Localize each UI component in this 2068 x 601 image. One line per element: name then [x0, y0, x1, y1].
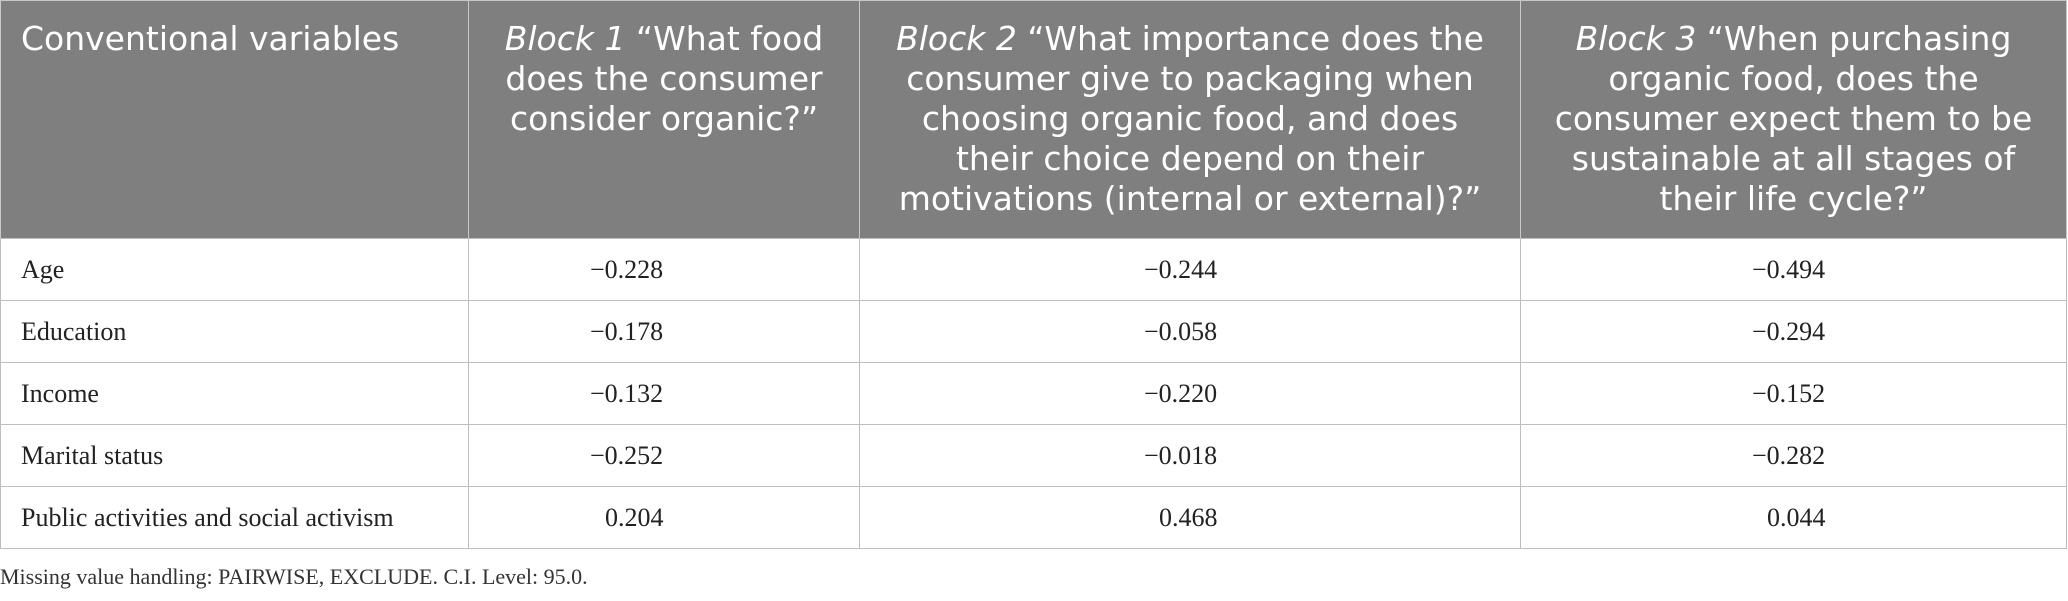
results-table-container: Conventional variables Block 1 “What foo… — [0, 0, 2067, 549]
table-row: Public activities and social activism 0.… — [0, 486, 2067, 549]
cell-education-block-3: −0.294 — [1520, 300, 2067, 363]
header-row: Conventional variables Block 1 “What foo… — [0, 0, 2067, 239]
row-label-marital-status: Marital status — [0, 424, 469, 487]
cell-income-block-1: −0.132 — [468, 362, 860, 425]
cell-income-block-2: −0.220 — [859, 362, 1521, 425]
table-row: Income −0.132 −0.220 −0.152 — [0, 362, 2067, 425]
row-label-age: Age — [0, 238, 469, 301]
table-footnote: Missing value handling: PAIRWISE, EXCLUD… — [0, 564, 588, 589]
cell-income-block-3: −0.152 — [1520, 362, 2067, 425]
block-1-label: Block 1 — [504, 19, 626, 58]
cell-age-block-3: −0.494 — [1520, 238, 2067, 301]
cell-public-activities-block-2: 0.468 — [859, 486, 1521, 549]
table-row: Marital status −0.252 −0.018 −0.282 — [0, 424, 2067, 487]
row-label-public-activities: Public activities and social activism — [0, 486, 469, 549]
header-text: Conventional variables — [21, 19, 400, 58]
table-row: Education −0.178 −0.058 −0.294 — [0, 300, 2067, 363]
results-table: Conventional variables Block 1 “What foo… — [0, 0, 2067, 549]
header-block-2: Block 2 “What importance does the consum… — [859, 0, 1521, 239]
table-body: Age −0.228 −0.244 −0.494 Education −0.17… — [0, 238, 2067, 549]
block-2-label: Block 2 — [896, 19, 1017, 58]
row-label-income: Income — [0, 362, 469, 425]
cell-education-block-1: −0.178 — [468, 300, 860, 363]
cell-public-activities-block-3: 0.044 — [1520, 486, 2067, 549]
cell-marital-status-block-2: −0.018 — [859, 424, 1521, 487]
table-header: Conventional variables Block 1 “What foo… — [0, 0, 2067, 239]
cell-public-activities-block-1: 0.204 — [468, 486, 860, 549]
block-1-question: “What food does the consumer consider or… — [505, 19, 824, 138]
cell-marital-status-block-3: −0.282 — [1520, 424, 2067, 487]
header-block-1: Block 1 “What food does the consumer con… — [468, 0, 860, 239]
table-row: Age −0.228 −0.244 −0.494 — [0, 238, 2067, 301]
cell-education-block-2: −0.058 — [859, 300, 1521, 363]
cell-marital-status-block-1: −0.252 — [468, 424, 860, 487]
block-3-question: “When purchasing organic food, does the … — [1554, 19, 2033, 218]
header-block-3: Block 3 “When purchasing organic food, d… — [1520, 0, 2067, 239]
row-label-education: Education — [0, 300, 469, 363]
cell-age-block-2: −0.244 — [859, 238, 1521, 301]
block-3-label: Block 3 — [1575, 19, 1697, 58]
cell-age-block-1: −0.228 — [468, 238, 860, 301]
header-conventional-variables: Conventional variables — [0, 0, 469, 239]
block-2-question: “What importance does the consumer give … — [898, 19, 1484, 218]
